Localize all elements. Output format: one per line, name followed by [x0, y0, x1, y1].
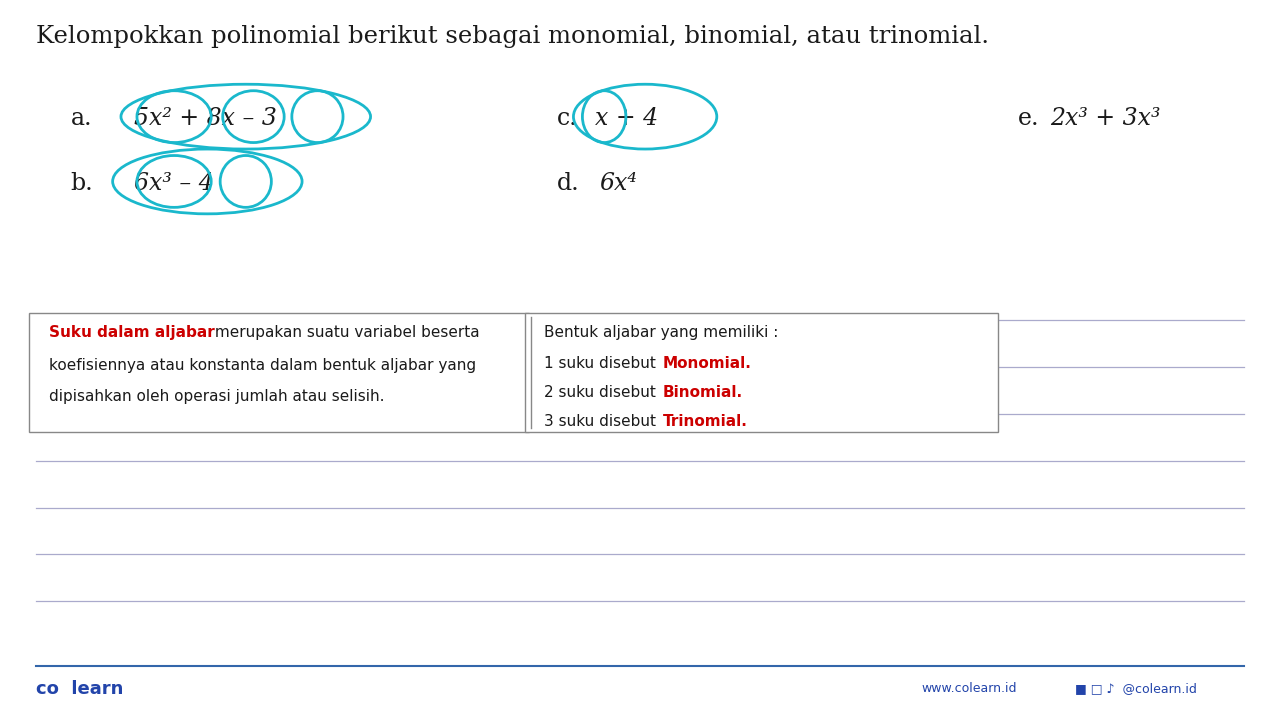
- Text: dipisahkan oleh operasi jumlah atau selisih.: dipisahkan oleh operasi jumlah atau seli…: [49, 389, 384, 404]
- Text: 5x² + 8x – 3: 5x² + 8x – 3: [134, 107, 278, 130]
- Text: 6x⁴: 6x⁴: [599, 172, 637, 195]
- FancyBboxPatch shape: [29, 313, 529, 432]
- Text: koefisiennya atau konstanta dalam bentuk aljabar yang: koefisiennya atau konstanta dalam bentuk…: [49, 358, 476, 373]
- Text: Kelompokkan polinomial berikut sebagai monomial, binomial, atau trinomial.: Kelompokkan polinomial berikut sebagai m…: [36, 25, 989, 48]
- Text: a.: a.: [70, 107, 92, 130]
- Text: 2 suku disebut: 2 suku disebut: [544, 385, 660, 400]
- Text: c.: c.: [557, 107, 577, 130]
- Text: 1 suku disebut: 1 suku disebut: [544, 356, 660, 372]
- FancyBboxPatch shape: [525, 313, 998, 432]
- Text: b.: b.: [70, 172, 93, 195]
- Text: Bentuk aljabar yang memiliki :: Bentuk aljabar yang memiliki :: [544, 325, 778, 341]
- Text: Trinomial.: Trinomial.: [663, 414, 748, 429]
- Text: ■ □ ♪  @colearn.id: ■ □ ♪ @colearn.id: [1075, 682, 1197, 695]
- Text: 2x³ + 3x³: 2x³ + 3x³: [1050, 107, 1160, 130]
- Text: d.: d.: [557, 172, 580, 195]
- Text: co  learn: co learn: [36, 680, 123, 698]
- Text: Monomial.: Monomial.: [663, 356, 751, 372]
- Text: www.colearn.id: www.colearn.id: [922, 682, 1018, 695]
- Text: Binomial.: Binomial.: [663, 385, 744, 400]
- Text: 3 suku disebut: 3 suku disebut: [544, 414, 660, 429]
- Text: 6x³ – 4: 6x³ – 4: [134, 172, 214, 195]
- Text: Suku dalam aljabar: Suku dalam aljabar: [49, 325, 214, 341]
- Text: merupakan suatu variabel beserta: merupakan suatu variabel beserta: [210, 325, 480, 341]
- Text: e.: e.: [1018, 107, 1039, 130]
- Text: x + 4: x + 4: [595, 107, 658, 130]
